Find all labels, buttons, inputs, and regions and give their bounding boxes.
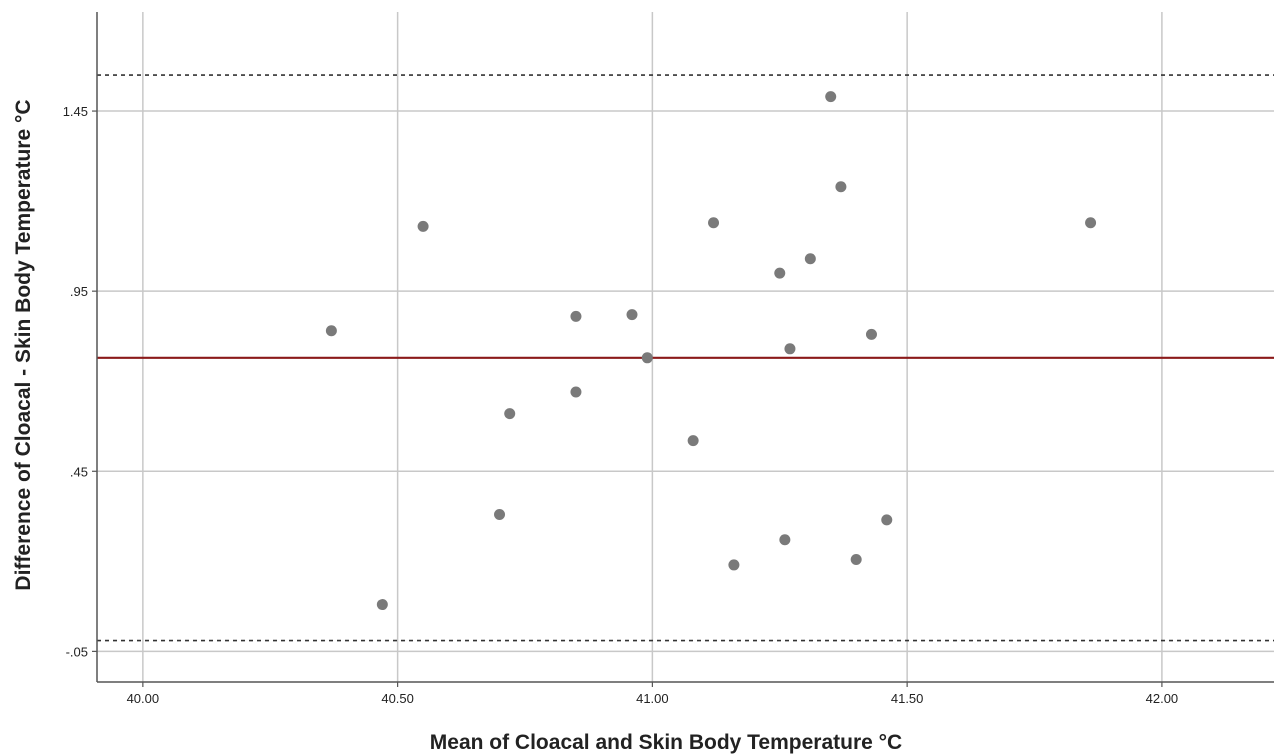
data-point-1: [376, 599, 388, 611]
y-tick-label-3: 1.45: [63, 104, 88, 119]
data-point-2: [417, 220, 429, 232]
data-point-3: [494, 509, 506, 520]
x-tick-label-3: 41.50: [891, 691, 924, 706]
data-point-9: [687, 435, 699, 447]
data-point-19: [865, 328, 877, 340]
x-tick-label-1: 40.50: [381, 691, 414, 706]
data-point-15: [804, 253, 816, 265]
data-point-11: [728, 559, 740, 571]
x-tick-label-4: 42.00: [1146, 691, 1179, 706]
data-point-8: [641, 352, 653, 364]
data-point-10: [708, 217, 720, 229]
data-point-7: [626, 309, 638, 321]
data-point-18: [850, 554, 862, 566]
data-points: [325, 91, 1097, 611]
data-point-12: [774, 267, 786, 279]
y-tick-labels: -.05 .45 .95 1.45: [63, 104, 88, 659]
data-point-20: [881, 514, 893, 526]
data-point-16: [825, 91, 837, 103]
data-point-21: [1085, 217, 1097, 229]
grid-lines: [97, 12, 1274, 682]
y-tick-label-1: .45: [70, 464, 88, 479]
data-point-13: [779, 534, 791, 546]
x-tick-label-0: 40.00: [127, 691, 160, 706]
data-point-17: [835, 181, 847, 193]
y-axis-label: Difference of Cloacal - Skin Body Temper…: [12, 99, 35, 590]
x-axis-label: Mean of Cloacal and Skin Body Temperatur…: [430, 731, 902, 754]
x-tick-label-2: 41.00: [636, 691, 669, 706]
data-point-0: [325, 325, 337, 337]
data-point-6: [570, 310, 582, 322]
data-point-5: [570, 386, 582, 398]
y-tick-label-2: .95: [70, 284, 88, 299]
y-tick-label-0: -.05: [66, 644, 88, 659]
data-point-14: [784, 343, 796, 355]
data-point-4: [504, 408, 516, 420]
reference-lines: [97, 74, 1274, 642]
x-tick-labels: 40.00 40.50 41.00 41.50 42.00: [127, 691, 1179, 706]
axes: [92, 12, 1274, 687]
